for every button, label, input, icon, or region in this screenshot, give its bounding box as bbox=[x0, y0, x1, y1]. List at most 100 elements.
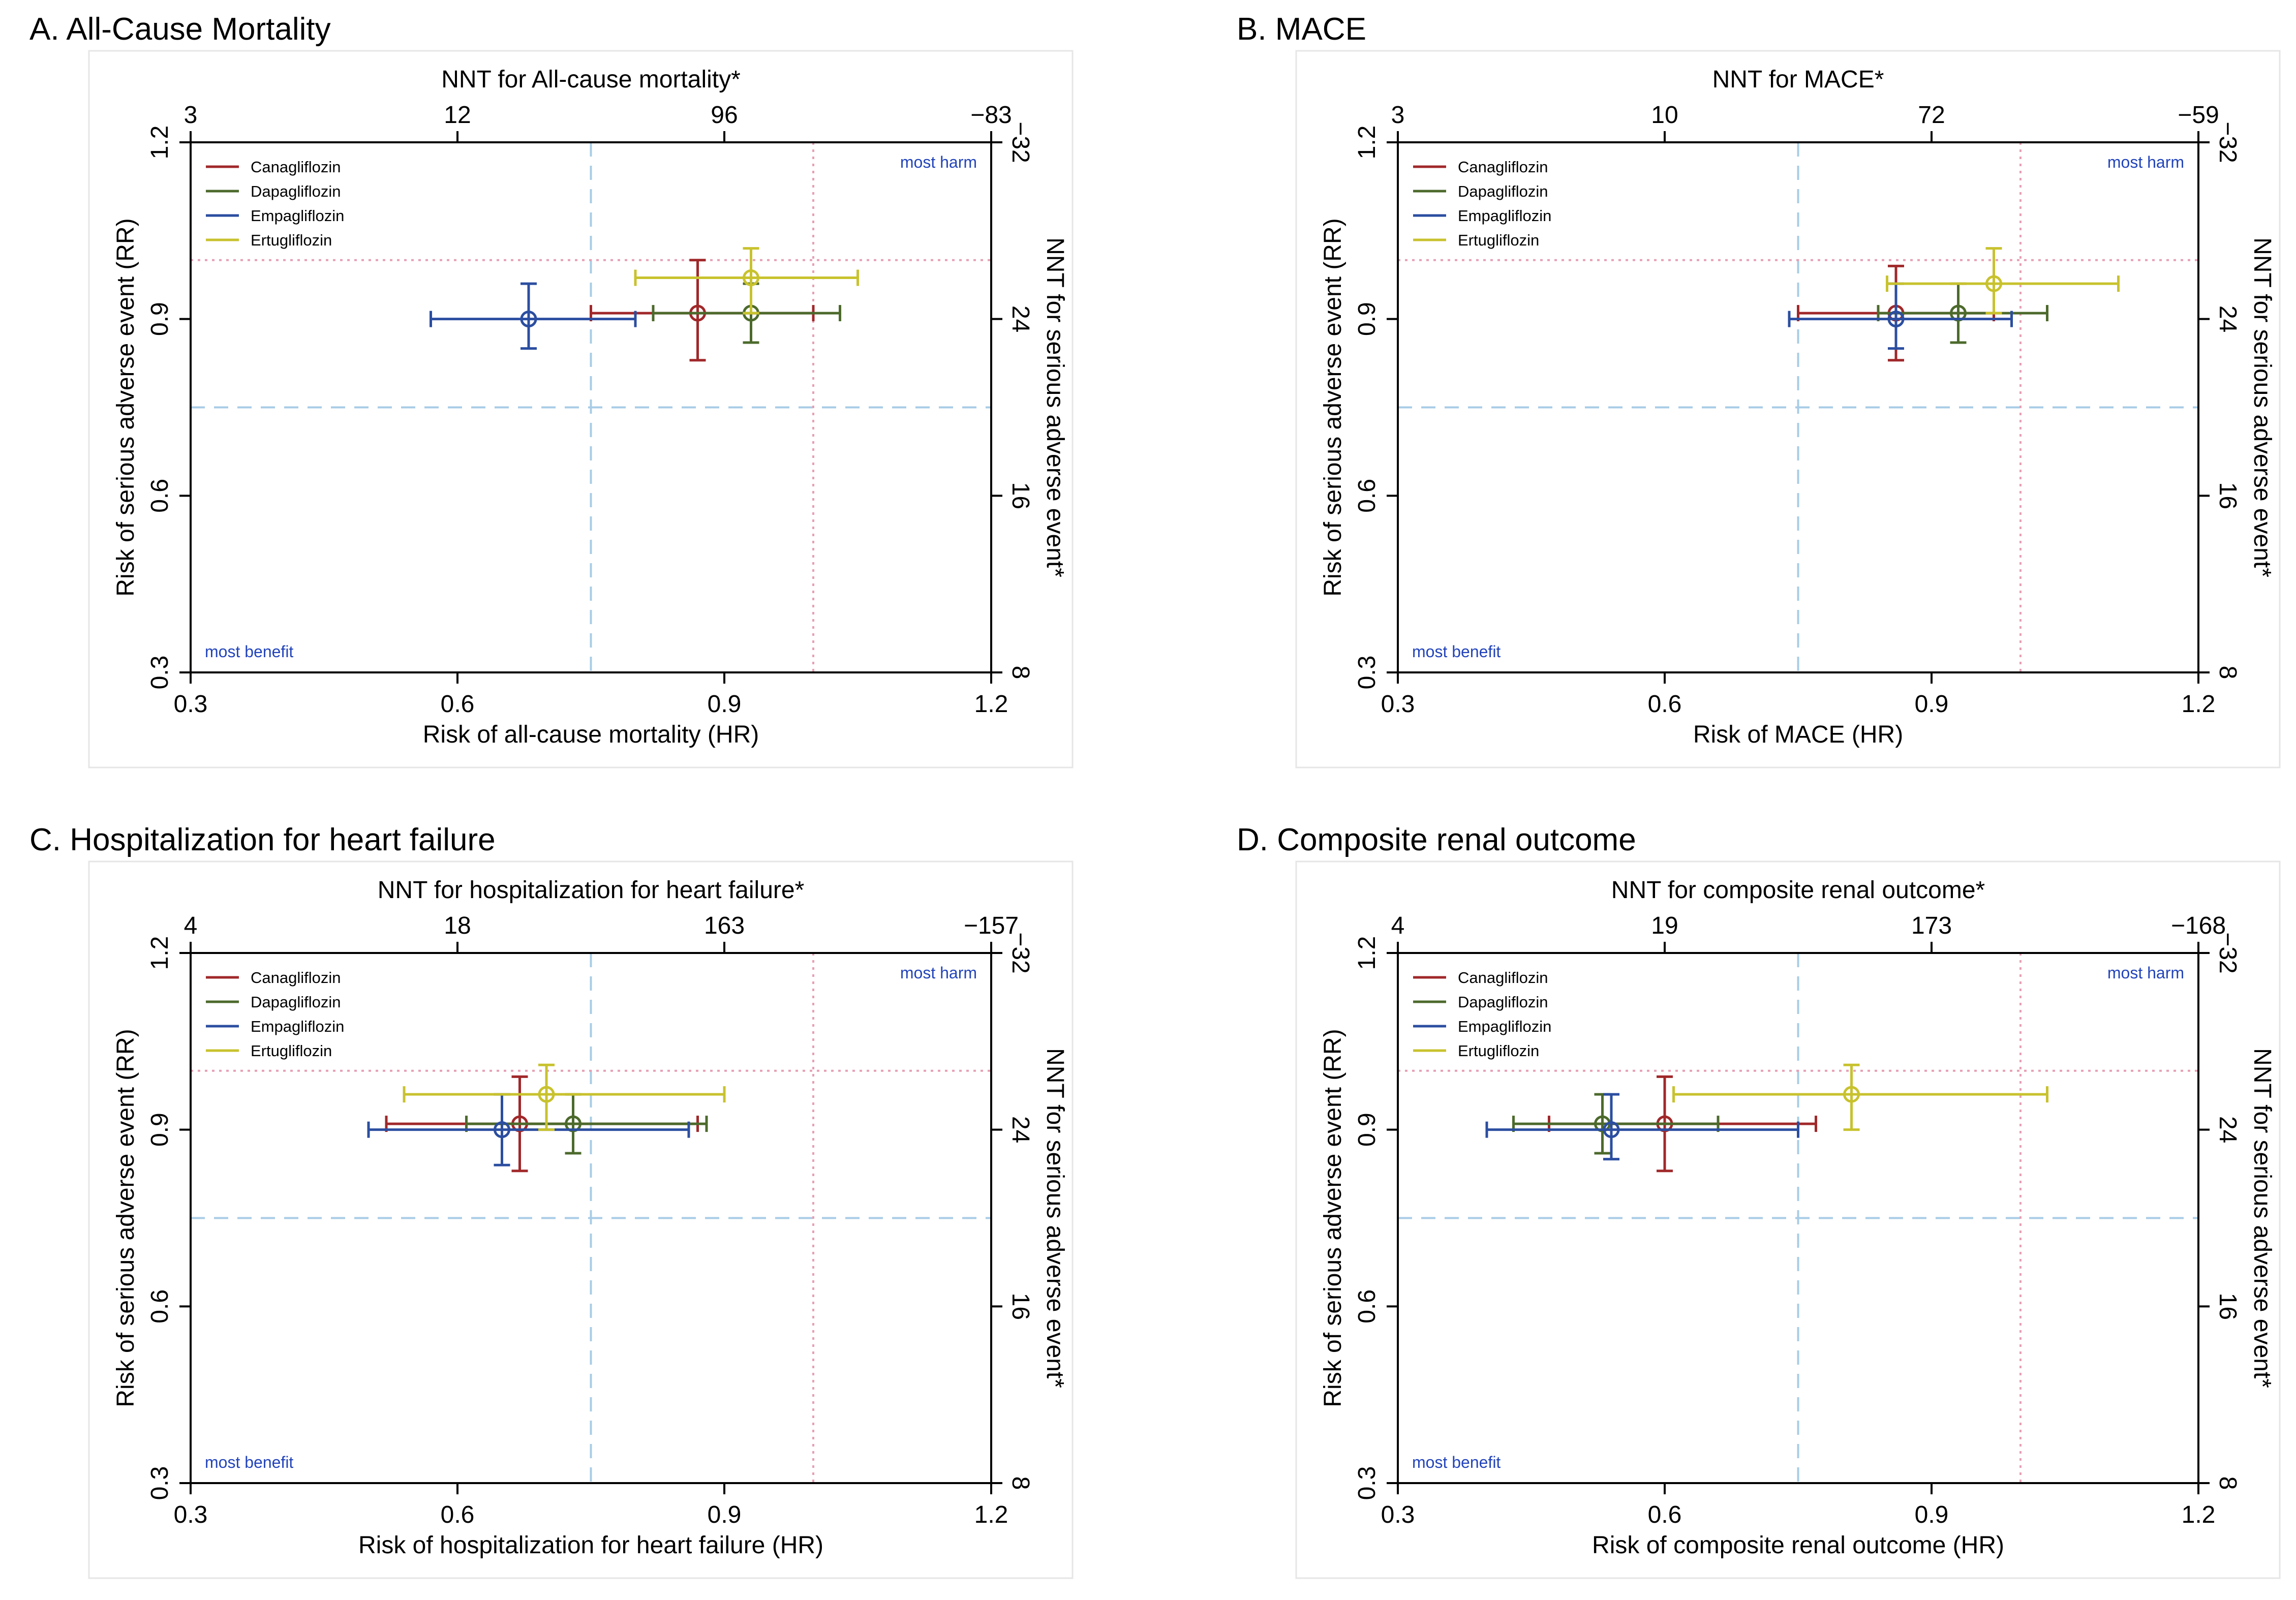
x-tick-label: 0.6 bbox=[1648, 1501, 1682, 1528]
y-tick-label: 0.3 bbox=[146, 1466, 173, 1500]
series-empagliflozin bbox=[1788, 282, 2013, 350]
legend-label: Ertugliflozin bbox=[251, 1042, 332, 1060]
legend-label: Empagliflozin bbox=[1458, 207, 1551, 225]
x-tick-label: 0.9 bbox=[1915, 691, 1949, 718]
top-tick-label: 173 bbox=[1911, 912, 1952, 939]
right-tick-label: 8 bbox=[1007, 1476, 1034, 1490]
series-empagliflozin bbox=[430, 282, 637, 350]
y-tick-label: 0.6 bbox=[1354, 1289, 1381, 1324]
series-ertugliflozin bbox=[403, 1063, 726, 1131]
top-tick-label: 10 bbox=[1651, 102, 1678, 129]
right-tick-label: −32 bbox=[1007, 932, 1034, 973]
legend-label: Empagliflozin bbox=[1458, 1018, 1551, 1035]
y-tick-label: 0.9 bbox=[1354, 1113, 1381, 1147]
y-axis-label: Risk of serious adverse event (RR) bbox=[1320, 218, 1346, 596]
y-tick-label: 0.3 bbox=[146, 656, 173, 690]
x-tick-label: 0.6 bbox=[441, 691, 475, 718]
panel-b: B. MACE 0.3 0.6 0.9 1.2 3 10 72 −59 0.3 0.6 0.9 1.2 8… bbox=[1237, 12, 2281, 768]
top-tick-label: −59 bbox=[2178, 102, 2219, 129]
y-tick-label: 0.6 bbox=[146, 1289, 173, 1324]
top-tick-label: 72 bbox=[1918, 102, 1945, 129]
top-tick-label: −157 bbox=[964, 912, 1019, 939]
right-tick-label: 24 bbox=[1007, 305, 1034, 332]
most-harm-label: most harm bbox=[900, 964, 977, 982]
point-marker bbox=[538, 1086, 555, 1103]
x-tick-label: 0.3 bbox=[1381, 691, 1415, 718]
y-tick-label: 0.3 bbox=[1354, 656, 1381, 690]
most-benefit-label: most benefit bbox=[205, 642, 293, 661]
y-tick-label: 0.9 bbox=[146, 302, 173, 336]
panel-border bbox=[88, 50, 1074, 768]
series-ertugliflozin bbox=[634, 247, 859, 315]
y-tick-label: 0.9 bbox=[146, 1113, 173, 1147]
y-tick-label: 0.6 bbox=[146, 479, 173, 513]
right-tick-label: −32 bbox=[2214, 932, 2241, 973]
most-harm-label: most harm bbox=[900, 153, 977, 171]
most-benefit-label: most benefit bbox=[1412, 642, 1501, 661]
right-tick-label: 16 bbox=[1007, 1293, 1034, 1320]
legend-label: Canagliflozin bbox=[1458, 969, 1548, 987]
right-tick-label: 24 bbox=[2214, 305, 2241, 332]
y-axis-label: Risk of serious adverse event (RR) bbox=[112, 218, 139, 596]
right-tick-label: 8 bbox=[2214, 1476, 2241, 1490]
panel-title: A. All-Cause Mortality bbox=[29, 12, 331, 47]
x-axis-label: Risk of hospitalization for heart failur… bbox=[358, 1532, 823, 1559]
point-marker bbox=[1985, 275, 2002, 292]
top-axis-label: NNT for All-cause mortality* bbox=[441, 66, 741, 93]
x-axis-label: Risk of composite renal outcome (HR) bbox=[1592, 1532, 2004, 1559]
legend-label: Dapagliflozin bbox=[1458, 993, 1548, 1011]
right-tick-label: −32 bbox=[2214, 121, 2241, 163]
top-tick-label: 4 bbox=[184, 912, 198, 939]
most-harm-label: most harm bbox=[2107, 153, 2184, 171]
x-tick-label: 0.6 bbox=[1648, 691, 1682, 718]
right-tick-label: 8 bbox=[2214, 666, 2241, 680]
legend-label: Canagliflozin bbox=[251, 158, 341, 176]
right-tick-label: −32 bbox=[1007, 121, 1034, 163]
x-axis-label: Risk of MACE (HR) bbox=[1693, 721, 1903, 748]
top-tick-label: 19 bbox=[1651, 912, 1678, 939]
y-tick-label: 0.6 bbox=[1354, 479, 1381, 513]
right-axis-label: NNT for serious adverse event* bbox=[2249, 237, 2276, 577]
most-benefit-label: most benefit bbox=[1412, 1453, 1501, 1471]
top-tick-label: −83 bbox=[970, 102, 1012, 129]
top-tick-label: 12 bbox=[444, 102, 471, 129]
right-tick-label: 24 bbox=[1007, 1116, 1034, 1143]
panel-title: C. Hospitalization for heart failure bbox=[29, 822, 496, 857]
legend-label: Canagliflozin bbox=[251, 969, 341, 987]
legend-label: Dapagliflozin bbox=[251, 993, 341, 1011]
top-axis-label: NNT for composite renal outcome* bbox=[1611, 877, 1985, 904]
y-tick-label: 1.2 bbox=[1354, 126, 1381, 160]
top-axis-label: NNT for hospitalization for heart failur… bbox=[378, 877, 805, 904]
panel-a: A. All-Cause Mortality 0.3 0.6 0.9 1.2 3 12 96 −… bbox=[29, 12, 1074, 768]
x-tick-label: 0.3 bbox=[174, 1501, 208, 1528]
right-axis-label: NNT for serious adverse event* bbox=[1042, 1048, 1068, 1388]
top-tick-label: 96 bbox=[711, 102, 738, 129]
legend-label: Canagliflozin bbox=[1458, 158, 1548, 176]
series-ertugliflozin bbox=[1886, 247, 2120, 315]
series-empagliflozin bbox=[367, 1093, 690, 1166]
x-tick-label: 0.6 bbox=[441, 1501, 475, 1528]
x-tick-label: 0.9 bbox=[1915, 1501, 1949, 1528]
panel-title: D. Composite renal outcome bbox=[1237, 822, 1636, 857]
top-tick-label: 3 bbox=[1391, 102, 1405, 129]
right-axis-label: NNT for serious adverse event* bbox=[1042, 237, 1068, 577]
point-marker bbox=[743, 269, 759, 287]
legend-label: Dapagliflozin bbox=[251, 182, 341, 200]
y-tick-label: 0.3 bbox=[1354, 1466, 1381, 1500]
top-tick-label: 3 bbox=[184, 102, 198, 129]
y-tick-label: 0.9 bbox=[1354, 302, 1381, 336]
right-tick-label: 16 bbox=[2214, 1293, 2241, 1320]
legend-label: Empagliflozin bbox=[251, 1018, 344, 1035]
legend-label: Ertugliflozin bbox=[251, 231, 332, 249]
top-tick-label: 163 bbox=[704, 912, 745, 939]
x-tick-label: 0.3 bbox=[174, 691, 208, 718]
top-axis-label: NNT for MACE* bbox=[1712, 66, 1884, 93]
series-dapagliflozin bbox=[1877, 282, 2048, 344]
point-marker bbox=[1887, 311, 1905, 328]
series-ertugliflozin bbox=[1672, 1063, 2048, 1131]
x-tick-label: 0.9 bbox=[708, 691, 742, 718]
y-tick-label: 1.2 bbox=[1354, 936, 1381, 970]
